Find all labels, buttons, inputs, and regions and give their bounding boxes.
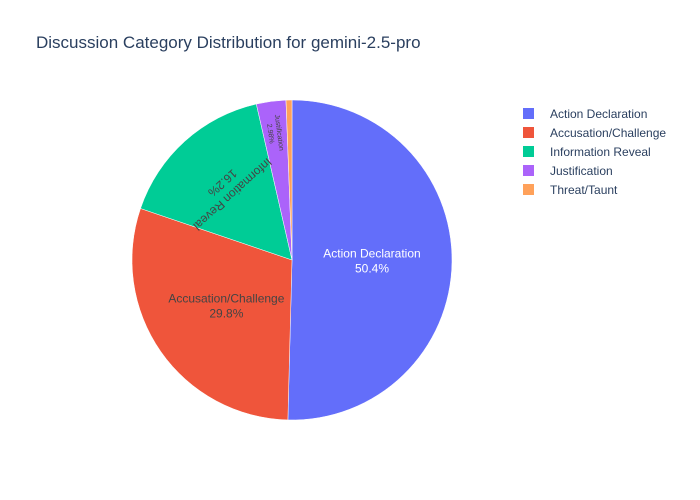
legend-swatch xyxy=(523,127,534,138)
slice-label-action-declaration: Action Declaration 50.4% xyxy=(323,247,420,276)
slice-label-justification: Justification2.98% xyxy=(264,114,284,152)
legend-item-accusation-challenge[interactable]: Accusation/Challenge xyxy=(523,123,666,142)
legend-label: Information Reveal xyxy=(550,144,651,159)
pie-slice-threat-taunt[interactable] xyxy=(285,99,293,261)
pie-slice-action-declaration[interactable] xyxy=(287,99,453,421)
legend: Action Declaration Accusation/Challenge In… xyxy=(523,104,666,199)
legend-label: Accusation/Challenge xyxy=(550,125,667,140)
legend-item-threat-taunt[interactable]: Threat/Taunt xyxy=(523,180,666,199)
legend-swatch xyxy=(523,146,534,157)
legend-swatch xyxy=(523,184,534,195)
pie-slice-information-reveal[interactable] xyxy=(140,103,293,261)
legend-label: Threat/Taunt xyxy=(550,182,618,197)
legend-item-information-reveal[interactable]: Information Reveal xyxy=(523,142,666,161)
pie-slice-accusation-challenge[interactable] xyxy=(131,208,293,421)
slice-label-accusation-challenge: Accusation/Challenge 29.8% xyxy=(168,291,284,320)
chart-title: Discussion Category Distribution for gem… xyxy=(36,33,421,52)
legend-swatch xyxy=(523,165,534,176)
legend-item-action-declaration[interactable]: Action Declaration xyxy=(523,104,666,123)
legend-swatch xyxy=(523,108,534,119)
legend-label: Justification xyxy=(550,163,613,178)
legend-item-justification[interactable]: Justification xyxy=(523,161,666,180)
legend-label: Action Declaration xyxy=(550,106,648,121)
